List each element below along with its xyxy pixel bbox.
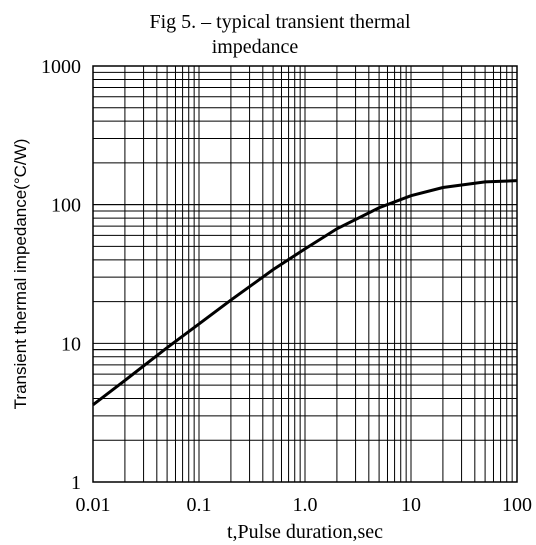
- x-axis-label: t,Pulse duration,sec: [227, 521, 383, 543]
- y-tick-label: 10: [61, 333, 81, 355]
- y-tick-labels: 1 10 100 1000: [41, 56, 81, 494]
- series-line: [92, 179, 518, 407]
- y-axis-label: Transient thermal impedance(°C/W): [11, 139, 30, 410]
- x-tick-label: 0.1: [187, 494, 212, 516]
- x-tick-label: 1.0: [293, 494, 318, 516]
- plot-frame: [92, 65, 518, 483]
- y-tick-label: 1: [71, 472, 81, 494]
- y-tick-label: 1000: [41, 56, 81, 78]
- x-tick-labels: 0.01 0.1 1.0 10 100: [76, 494, 533, 516]
- grid: [92, 66, 517, 483]
- y-tick-label: 100: [51, 195, 81, 217]
- chart-title-line-1: Fig 5. – typical transient thermal: [149, 11, 410, 33]
- x-tick-label: 0.01: [76, 494, 111, 516]
- chart-title-line-2: impedance: [212, 36, 299, 58]
- x-tick-label: 10: [401, 494, 421, 516]
- x-tick-label: 100: [502, 494, 532, 516]
